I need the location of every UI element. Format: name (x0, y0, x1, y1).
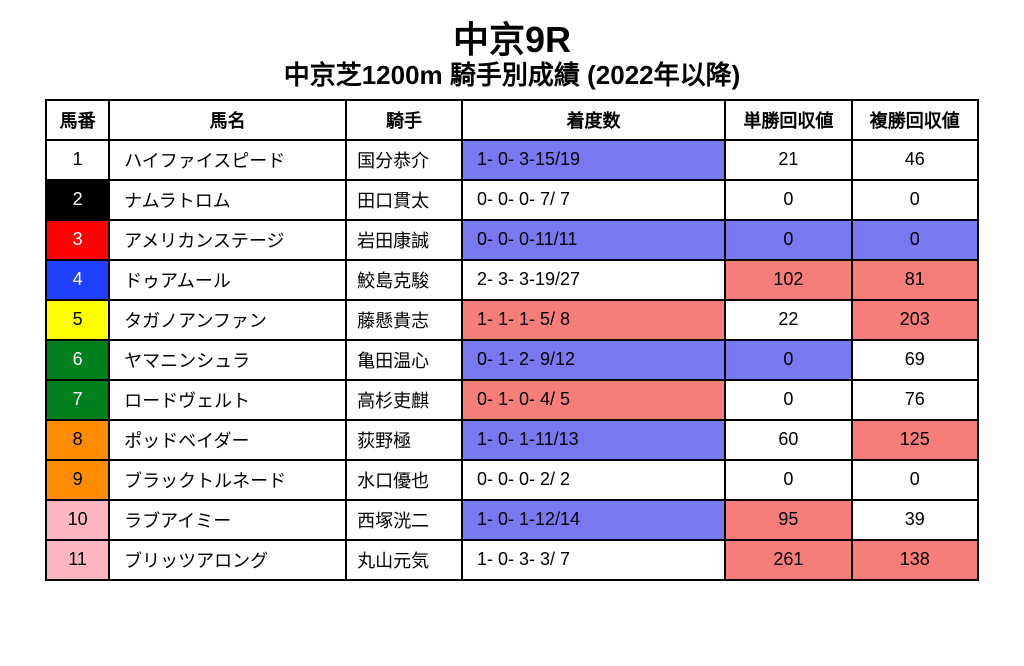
col-num: 馬番 (46, 100, 109, 140)
record-value: 0- 0- 0- 7/ 7 (462, 180, 725, 220)
jockey-name: 亀田温心 (346, 340, 462, 380)
table-header-row: 馬番 馬名 騎手 着度数 単勝回収値 複勝回収値 (46, 100, 978, 140)
table-row: 4ドゥアムール鮫島克駿2- 3- 3-19/2710281 (46, 260, 978, 300)
horse-name: ハイファイスピード (109, 140, 346, 180)
horse-name: ポッドベイダー (109, 420, 346, 460)
table-row: 3アメリカンステージ岩田康誠0- 0- 0-11/1100 (46, 220, 978, 260)
record-value: 0- 1- 0- 4/ 5 (462, 380, 725, 420)
table-row: 8ポッドベイダー荻野極1- 0- 1-11/1360125 (46, 420, 978, 460)
horse-name: ドゥアムール (109, 260, 346, 300)
place-return-value: 76 (852, 380, 978, 420)
col-record: 着度数 (462, 100, 725, 140)
jockey-name: 田口貫太 (346, 180, 462, 220)
horse-name: ブリッツアロング (109, 540, 346, 580)
win-return-value: 22 (725, 300, 851, 340)
win-return-value: 95 (725, 500, 851, 540)
win-return-value: 0 (725, 180, 851, 220)
record-value: 1- 1- 1- 5/ 8 (462, 300, 725, 340)
jockey-name: 丸山元気 (346, 540, 462, 580)
table-row: 2ナムラトロム田口貫太0- 0- 0- 7/ 700 (46, 180, 978, 220)
horse-name: ヤマニンシュラ (109, 340, 346, 380)
results-table: 馬番 馬名 騎手 着度数 単勝回収値 複勝回収値 1ハイファイスピード国分恭介1… (45, 99, 979, 581)
horse-number: 7 (46, 380, 109, 420)
horse-number: 2 (46, 180, 109, 220)
horse-number: 8 (46, 420, 109, 460)
jockey-name: 西塚洸二 (346, 500, 462, 540)
horse-number: 1 (46, 140, 109, 180)
record-value: 1- 0- 3- 3/ 7 (462, 540, 725, 580)
horse-number: 6 (46, 340, 109, 380)
place-return-value: 46 (852, 140, 978, 180)
place-return-value: 138 (852, 540, 978, 580)
jockey-name: 高杉吏麒 (346, 380, 462, 420)
horse-number: 9 (46, 460, 109, 500)
table-row: 5タガノアンファン藤懸貴志1- 1- 1- 5/ 822203 (46, 300, 978, 340)
win-return-value: 102 (725, 260, 851, 300)
record-value: 1- 0- 3-15/19 (462, 140, 725, 180)
horse-number: 10 (46, 500, 109, 540)
horse-name: ブラックトルネード (109, 460, 346, 500)
place-return-value: 69 (852, 340, 978, 380)
table-row: 7ロードヴェルト高杉吏麒0- 1- 0- 4/ 5076 (46, 380, 978, 420)
horse-number: 11 (46, 540, 109, 580)
place-return-value: 203 (852, 300, 978, 340)
col-win: 単勝回収値 (725, 100, 851, 140)
jockey-name: 荻野極 (346, 420, 462, 460)
place-return-value: 39 (852, 500, 978, 540)
col-place: 複勝回収値 (852, 100, 978, 140)
horse-number: 4 (46, 260, 109, 300)
place-return-value: 0 (852, 180, 978, 220)
win-return-value: 261 (725, 540, 851, 580)
horse-name: ラブアイミー (109, 500, 346, 540)
record-value: 0- 0- 0-11/11 (462, 220, 725, 260)
title-main: 中京9R (45, 20, 979, 60)
horse-name: ロードヴェルト (109, 380, 346, 420)
place-return-value: 0 (852, 460, 978, 500)
record-value: 0- 0- 0- 2/ 2 (462, 460, 725, 500)
win-return-value: 0 (725, 340, 851, 380)
jockey-name: 鮫島克駿 (346, 260, 462, 300)
win-return-value: 0 (725, 380, 851, 420)
horse-name: ナムラトロム (109, 180, 346, 220)
record-value: 1- 0- 1-11/13 (462, 420, 725, 460)
win-return-value: 60 (725, 420, 851, 460)
place-return-value: 81 (852, 260, 978, 300)
record-value: 0- 1- 2- 9/12 (462, 340, 725, 380)
win-return-value: 21 (725, 140, 851, 180)
col-horse: 馬名 (109, 100, 346, 140)
win-return-value: 0 (725, 460, 851, 500)
horse-number: 5 (46, 300, 109, 340)
title-sub: 中京芝1200m 騎手別成績 (2022年以降) (45, 60, 979, 91)
title-block: 中京9R 中京芝1200m 騎手別成績 (2022年以降) (45, 20, 979, 91)
table-row: 11ブリッツアロング丸山元気1- 0- 3- 3/ 7261138 (46, 540, 978, 580)
place-return-value: 0 (852, 220, 978, 260)
record-value: 1- 0- 1-12/14 (462, 500, 725, 540)
col-jockey: 騎手 (346, 100, 462, 140)
place-return-value: 125 (852, 420, 978, 460)
win-return-value: 0 (725, 220, 851, 260)
table-row: 10ラブアイミー西塚洸二1- 0- 1-12/149539 (46, 500, 978, 540)
horse-number: 3 (46, 220, 109, 260)
horse-name: タガノアンファン (109, 300, 346, 340)
record-value: 2- 3- 3-19/27 (462, 260, 725, 300)
horse-name: アメリカンステージ (109, 220, 346, 260)
jockey-name: 藤懸貴志 (346, 300, 462, 340)
jockey-name: 水口優也 (346, 460, 462, 500)
table-row: 1ハイファイスピード国分恭介1- 0- 3-15/192146 (46, 140, 978, 180)
jockey-name: 国分恭介 (346, 140, 462, 180)
jockey-name: 岩田康誠 (346, 220, 462, 260)
table-row: 9ブラックトルネード水口優也0- 0- 0- 2/ 200 (46, 460, 978, 500)
table-row: 6ヤマニンシュラ亀田温心0- 1- 2- 9/12069 (46, 340, 978, 380)
